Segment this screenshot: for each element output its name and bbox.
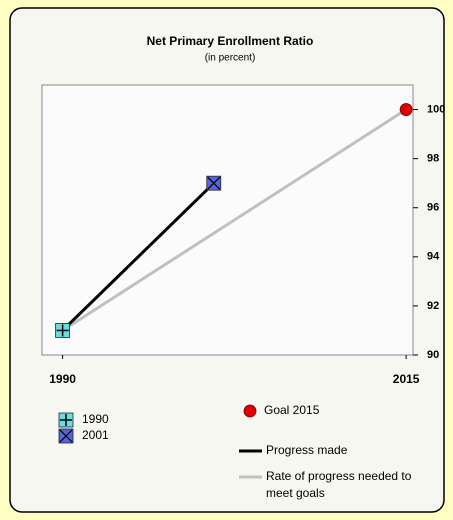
y-tick-label: 92 (427, 300, 439, 312)
legend-label: 2001 (82, 428, 109, 442)
x-tick-label: 2015 (393, 372, 420, 386)
marker-part (59, 429, 73, 443)
legend-label: 1990 (82, 412, 109, 426)
y-tick-label: 90 (427, 349, 439, 361)
data-point (55, 323, 71, 338)
legend-swatch (243, 404, 257, 418)
legend-label: Goal 2015 (264, 403, 320, 417)
legend-swatch (58, 412, 74, 428)
data-point (399, 103, 413, 116)
y-tick-label: 94 (427, 251, 440, 263)
legend-label: Progress made (266, 443, 348, 457)
data-point (206, 175, 222, 191)
series-line (61, 108, 407, 332)
legend-label: Rate of progress needed to meet goals (266, 469, 412, 500)
chart-title: Net Primary Enrollment Ratio (147, 34, 314, 48)
series-line (61, 182, 215, 332)
plot-area (41, 84, 414, 356)
chart-subtitle: (in percent) (205, 53, 256, 64)
legend-swatch (58, 428, 74, 444)
y-tick-label: 96 (427, 202, 439, 214)
y-tick-label: 98 (427, 153, 439, 165)
marker-part (207, 176, 221, 190)
y-tick-label: 100 (427, 103, 445, 115)
x-tick-label: 1990 (49, 372, 76, 386)
